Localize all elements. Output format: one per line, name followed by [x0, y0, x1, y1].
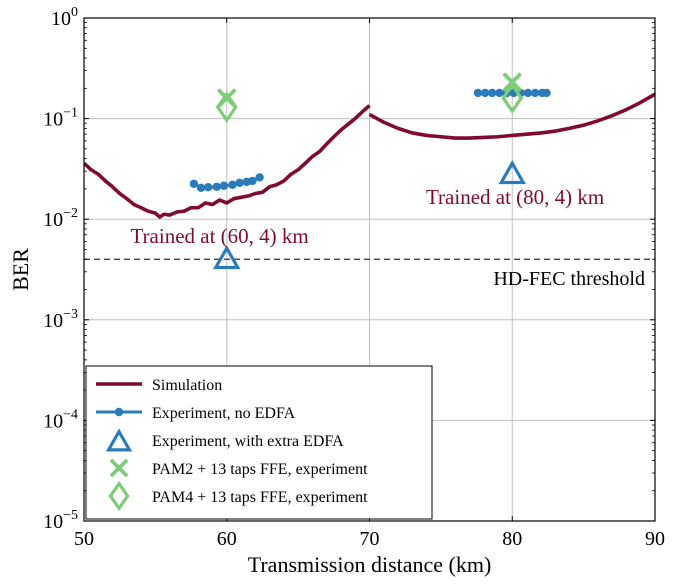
- legend-item: Experiment, with extra EDFA: [105, 428, 344, 452]
- experiment-no-edfa-point: [228, 180, 237, 189]
- legend-item: Experiment, no EDFA: [96, 405, 296, 422]
- series-layer: [84, 88, 655, 219]
- threshold-line: HD-FEC threshold: [84, 258, 655, 290]
- legend-label: PAM4 + 13 taps FFE, experiment: [152, 489, 368, 506]
- diamond-marker-1: [501, 82, 524, 114]
- experiment-no-edfa-point: [542, 88, 551, 98]
- x-tick-label: 80: [502, 528, 522, 550]
- triangle-marker-0: [212, 245, 241, 270]
- legend-label: PAM2 + 13 taps FFE, experiment: [152, 461, 368, 478]
- legend-label: Experiment, with extra EDFA: [152, 433, 344, 450]
- cross-marker-1-stroke-b: [502, 72, 523, 93]
- diamond-marker-0: [215, 91, 238, 123]
- experiment-no-edfa-point: [473, 88, 483, 98]
- x-tick-label: 90: [645, 528, 665, 550]
- legend-label: Simulation: [152, 377, 222, 394]
- experiment-no-edfa-point: [480, 88, 490, 98]
- simulation-curve-0: [84, 104, 371, 219]
- training-annotation-0: Trained at (60, 4) km: [130, 224, 308, 248]
- legend-item: PAM4 + 13 taps FFE, experiment: [108, 480, 368, 512]
- x-tick-label: 60: [217, 528, 237, 550]
- legend-item: Simulation: [96, 377, 222, 394]
- legend-swatch-dot: [114, 407, 124, 417]
- legend-swatch-triangle: [105, 428, 133, 452]
- y-axis-label: BER: [8, 248, 33, 291]
- training-annotation-1: Trained at (80, 4) km: [426, 185, 604, 209]
- cross-marker-1: [502, 72, 523, 93]
- experiment-no-edfa-point: [248, 176, 257, 186]
- experiment-no-edfa-point: [189, 179, 199, 188]
- marker-layer: [212, 72, 527, 270]
- experiment-no-edfa-point: [212, 182, 221, 191]
- experiment-no-edfa-point: [235, 178, 244, 188]
- legend-swatch-cross: [109, 458, 129, 478]
- experiment-no-edfa-point: [196, 183, 206, 193]
- x-tick-label: 70: [360, 528, 380, 550]
- legend-box: [85, 365, 433, 520]
- legend-label: Experiment, no EDFA: [152, 405, 296, 422]
- y-tick-label: 10−4: [43, 407, 78, 432]
- experiment-no-edfa-point: [219, 181, 229, 190]
- legend-swatch-cross-stroke-b: [109, 458, 129, 478]
- hd-fec-threshold-label: HD-FEC threshold: [493, 268, 645, 290]
- annotations: Trained at (60, 4) km Trained at (80, 4) …: [130, 185, 604, 248]
- experiment-no-edfa-point: [203, 183, 213, 192]
- experiment-no-edfa-point: [523, 88, 533, 98]
- x-axis-label: Transmission distance (km): [248, 552, 492, 577]
- x-tick-label: 50: [74, 528, 94, 550]
- experiment-no-edfa-point: [488, 88, 497, 98]
- legend-item: PAM2 + 13 taps FFE, experiment: [109, 458, 368, 478]
- experiment-no-edfa-point: [255, 173, 264, 182]
- legend: Simulation Experiment, no EDFA Experiment,…: [85, 365, 433, 520]
- experiment-no-edfa-point: [530, 88, 540, 98]
- legend-swatch-diamond: [108, 480, 130, 512]
- experiment-no-edfa-point: [495, 88, 504, 98]
- simulation-curve-1: [368, 92, 655, 140]
- triangle-marker-1: [498, 159, 527, 185]
